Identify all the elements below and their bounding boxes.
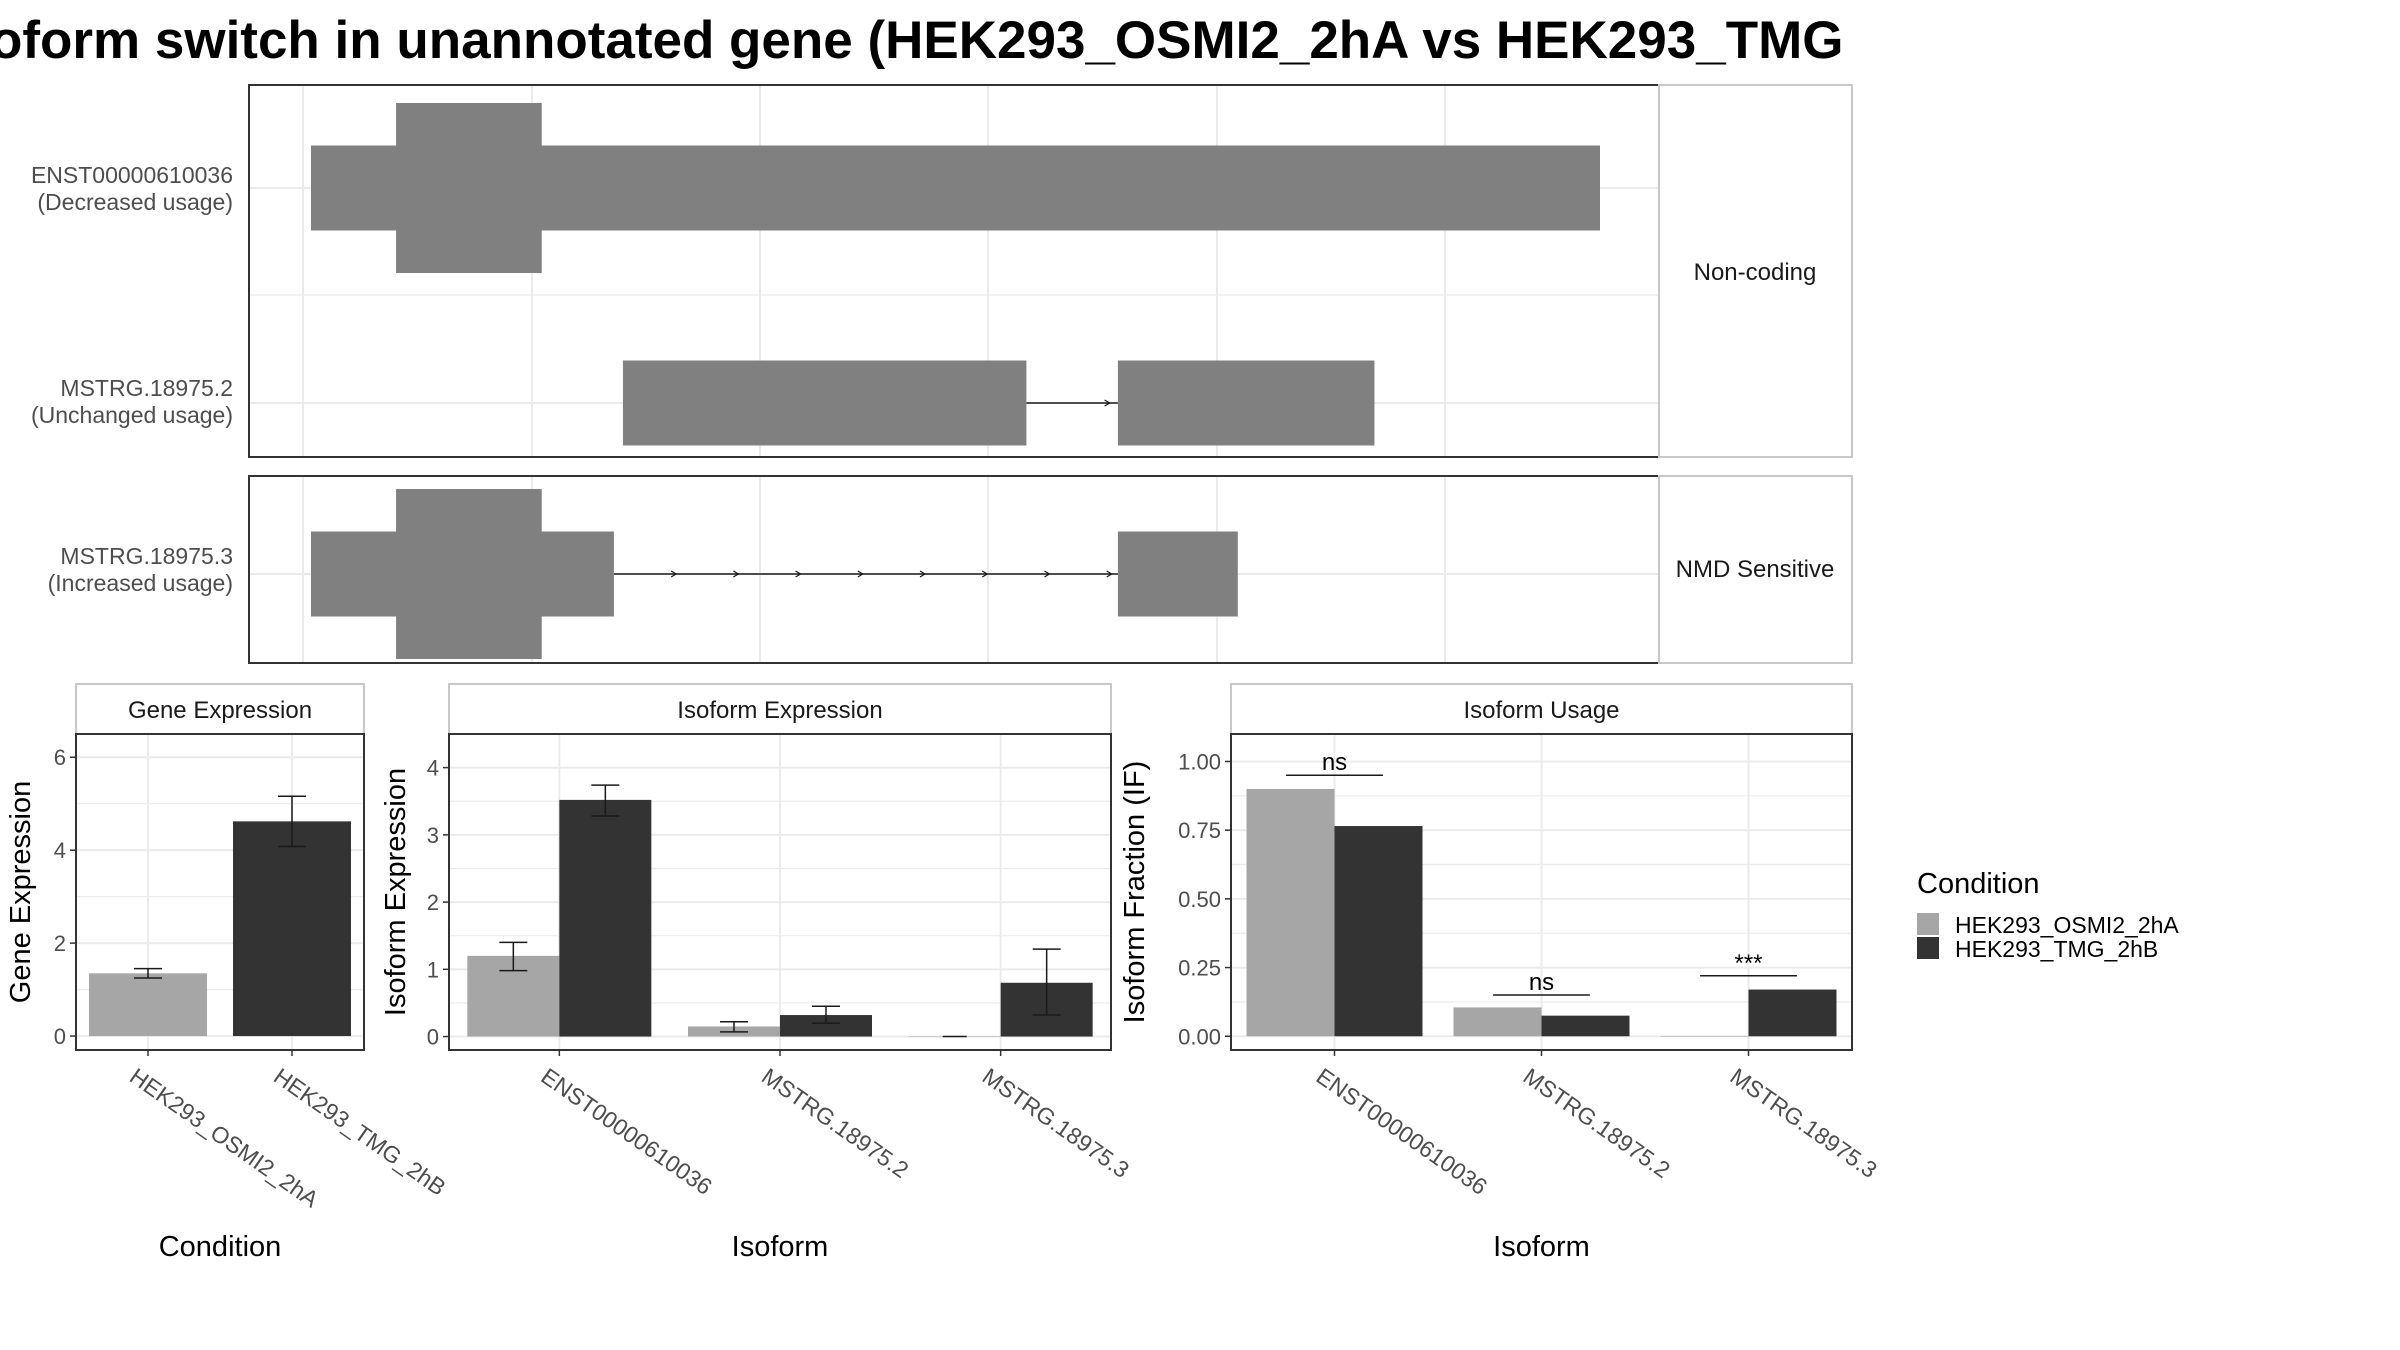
bar [1453, 1007, 1542, 1037]
y-tick-label: 6 [54, 745, 66, 770]
structure-transcripts-nmd [311, 489, 1238, 659]
transcript-label-3: MSTRG.18975.3 [60, 543, 233, 569]
transcript-usage-1: (Decreased usage) [37, 189, 233, 215]
y-tick-label: 2 [54, 931, 66, 956]
x-tick-label: MSTRG.18975.2 [1519, 1063, 1675, 1183]
y-tick-label: 0 [427, 1025, 439, 1050]
significance-label: *** [1734, 950, 1762, 977]
y-tick-label: 3 [427, 823, 439, 848]
legend-swatch-tmg [1917, 937, 1939, 959]
exon [1117, 531, 1238, 617]
intron-arrow [1104, 399, 1111, 407]
legend-label-osmi2: HEK293_OSMI2_2hA [1955, 912, 2179, 938]
transcript-label-2: MSTRG.18975.2 [60, 375, 233, 401]
intron-arrow [981, 570, 989, 578]
transcript-usage-3: (Increased usage) [48, 570, 233, 596]
panel-strip [1230, 683, 1853, 735]
facet-label-noncoding: Non-coding [1694, 259, 1817, 286]
panel-strip [75, 683, 365, 735]
x-tick-label: MSTRG.18975.2 [757, 1063, 913, 1183]
significance-label: ns [1322, 749, 1347, 776]
bar [1748, 989, 1837, 1037]
exon [1117, 360, 1375, 446]
x-tick-label: MSTRG.18975.3 [978, 1063, 1134, 1183]
panel-title: Isoform Expression [677, 697, 882, 724]
y-tick-label: 0 [54, 1024, 66, 1049]
intron-arrow [795, 570, 802, 578]
bar [559, 799, 652, 1037]
intron-arrow [857, 570, 864, 578]
isoform-usage-chart: Isoform Usage ns ns *** 0.00 0.25 0.50 0.75 1.00… [1119, 683, 1882, 1263]
y-tick-label: 2 [427, 890, 439, 915]
coding-exon [396, 489, 542, 659]
y-axis-title: Gene Expression [5, 781, 37, 1003]
y-tick-label: 0.25 [1178, 956, 1221, 981]
x-tick-label: ENST00000610036 [1312, 1063, 1492, 1200]
y-tick-label: 1.00 [1178, 749, 1221, 774]
facet-label-nmd: NMD Sensitive [1676, 556, 1835, 583]
legend-label-tmg: HEK293_TMG_2hB [1955, 936, 2158, 962]
legend-title: Condition [1917, 868, 2040, 900]
panel-strip [448, 683, 1112, 735]
y-tick-label: 1 [427, 957, 439, 982]
isoform-expression-chart: Isoform Expression 0 1 2 3 4 ENST00000610036 MS… [380, 683, 1134, 1263]
intron-arrow [919, 570, 927, 578]
bar [1246, 788, 1335, 1037]
y-tick-label: 0.75 [1178, 818, 1221, 843]
exon [622, 360, 1027, 446]
x-axis-title: Condition [159, 1231, 282, 1263]
x-axis-title: Isoform [732, 1231, 829, 1263]
x-axis-title: Isoform [1493, 1231, 1590, 1263]
y-tick-label: 4 [427, 756, 439, 781]
structure-panel-noncoding: Non-coding [248, 84, 1853, 458]
panel-title: Isoform Usage [1463, 697, 1619, 724]
y-tick-label: 4 [54, 838, 66, 863]
panel-border [75, 733, 365, 1051]
intron-arrow [1044, 570, 1051, 578]
bar [780, 1015, 872, 1037]
bar [1334, 826, 1423, 1037]
x-tick-label: ENST00000610036 [536, 1063, 716, 1200]
figure-title: oform switch in unannotated gene (HEK293… [0, 11, 1843, 70]
significance-label: ns [1529, 969, 1554, 996]
y-tick-label: 0.50 [1178, 887, 1221, 912]
y-tick-label: 0.00 [1178, 1024, 1221, 1049]
bar [89, 973, 207, 1037]
intron-arrow [733, 570, 740, 578]
bar [233, 821, 351, 1037]
coding-exon [396, 103, 542, 273]
x-tick-label: MSTRG.18975.3 [1726, 1063, 1882, 1183]
bar [1541, 1015, 1630, 1037]
intron-arrow [1106, 570, 1113, 578]
panel-title: Gene Expression [128, 697, 312, 724]
structure-transcripts-noncoding [311, 103, 1600, 446]
y-axis-title: Isoform Expression [380, 768, 412, 1016]
bar [1660, 1036, 1749, 1037]
transcript-label-1: ENST00000610036 [31, 162, 233, 188]
y-axis-title: Isoform Fraction (IF) [1119, 761, 1151, 1024]
legend: Condition HEK293_OSMI2_2hA HEK293_TMG_2h… [1917, 868, 2179, 962]
legend-swatch-osmi2 [1917, 913, 1939, 935]
structure-panel-nmd: NMD Sensitive [248, 475, 1853, 664]
transcript-usage-2: (Unchanged usage) [31, 402, 233, 428]
intron-arrow [670, 570, 678, 578]
